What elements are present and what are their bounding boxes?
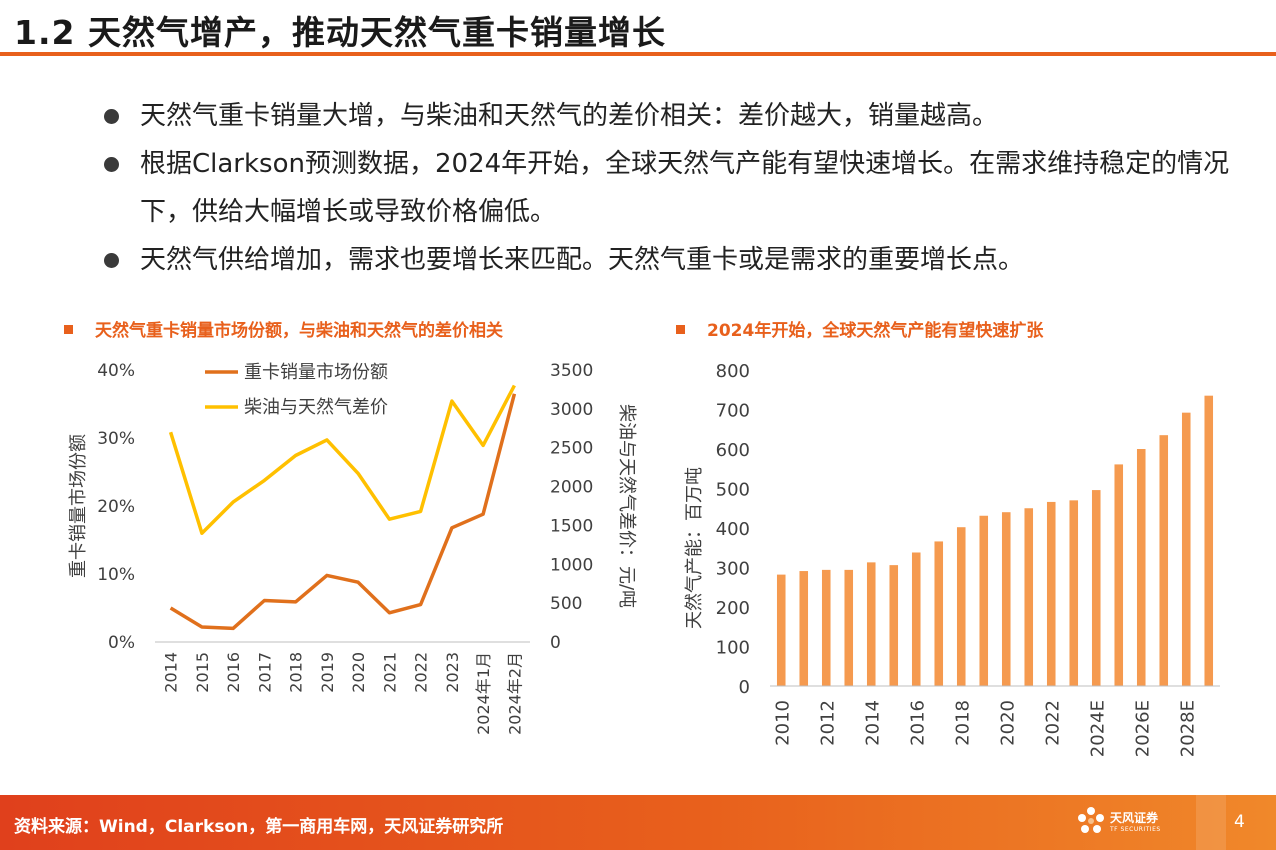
x-tick-label: 2018	[952, 700, 973, 746]
x-tick-label: 2012	[817, 700, 838, 746]
bar-2021	[1024, 508, 1034, 686]
x-tick-label: 2018	[287, 652, 306, 693]
bar-chart: 0 100 200 300 400 500 600 700 800 2010 2012 2014 201…	[684, 361, 1220, 757]
right-y-tick-label: 2000	[550, 478, 593, 498]
left-chart-heading-text: 天然气重卡销量市场份额，与柴油和天然气的差价相关	[95, 321, 503, 341]
right-y-tick-label: 2500	[550, 439, 593, 459]
left-y-tick-label: 40%	[97, 361, 135, 381]
x-tick-label: 2010	[772, 700, 793, 746]
right-y-tick-label: 500	[550, 594, 582, 614]
bullet-dot-icon	[104, 109, 119, 124]
bullet-text: 天然气供给增加，需求也要增长来匹配。天然气重卡或是需求的重要增长点。	[140, 245, 1025, 275]
series-line-1	[169, 393, 517, 631]
bullet-text: 天然气重卡销量大增，与柴油和天然气的差价相关：差价越大，销量越高。	[140, 101, 999, 131]
bar-2013	[844, 569, 854, 686]
x-tick-label: 2024年1月	[474, 652, 493, 735]
bar-2018	[956, 527, 966, 686]
right-y-tick-label: 1500	[550, 516, 593, 536]
logo-subtitle: TF SECURITIES	[1110, 826, 1161, 833]
bar-2023	[1069, 500, 1079, 686]
y-tick-label: 700	[716, 401, 750, 422]
right-chart-heading: 2024年开始，全球天然气产能有望快速扩张	[676, 316, 1043, 341]
bullet-dot-icon	[104, 157, 119, 172]
page-title: 1.2 天然气增产，推动天然气重卡销量增长	[14, 13, 666, 52]
x-tick-label: 2014	[162, 652, 181, 693]
bar-2022	[1046, 501, 1056, 686]
bar-2026E	[1136, 449, 1146, 686]
right-chart-heading-text: 2024年开始，全球天然气产能有望快速扩张	[707, 321, 1044, 341]
x-tick-label: 2026E	[1132, 700, 1153, 757]
bar-2017	[934, 541, 944, 686]
legend-label: 重卡销量市场份额	[244, 362, 388, 383]
left-y-tick-label: 10%	[97, 565, 135, 585]
x-tick-label: 2020	[349, 652, 368, 693]
y-tick-label: 600	[716, 440, 750, 461]
flower-logo-icon	[1078, 807, 1104, 833]
x-tick-label: 2028E	[1177, 700, 1198, 757]
bullet-item: 根据Clarkson预测数据，2024年开始，全球天然气产能有望快速增长。在需求…	[104, 140, 1244, 236]
bar-2016	[911, 552, 921, 686]
bar-2024E	[1091, 490, 1101, 686]
x-tick-label: 2020	[997, 700, 1018, 746]
right-y-tick-label: 3000	[550, 400, 593, 420]
left-y-tick-label: 30%	[97, 429, 135, 449]
bullet-item: 天然气重卡销量大增，与柴油和天然气的差价相关：差价越大，销量越高。	[104, 92, 1244, 140]
bullet-list: 天然气重卡销量大增，与柴油和天然气的差价相关：差价越大，销量越高。 根据Clar…	[104, 92, 1244, 284]
bar-2010	[776, 574, 786, 686]
title-divider	[0, 52, 1276, 56]
logo-name: 天风证券	[1110, 811, 1159, 825]
footer-bar: 资料来源：Wind，Clarkson，第一商用车网，天风证券研究所 天风证券 T…	[0, 795, 1276, 850]
x-tick-label: 2016	[224, 652, 243, 693]
bar-2014	[866, 562, 876, 686]
footer-decoration	[1196, 795, 1226, 850]
x-tick-label: 2024E	[1087, 700, 1108, 757]
square-bullet-icon	[64, 324, 73, 334]
y-tick-label: 200	[716, 598, 750, 619]
bar-2025E	[1114, 464, 1124, 686]
x-tick-label: 2021	[380, 652, 399, 693]
bar-2027E	[1159, 435, 1169, 686]
bar-2011	[799, 571, 809, 686]
right-y-axis-title: 柴油与天然气差价：元/吨	[616, 404, 637, 608]
x-tick-label: 2014	[862, 700, 883, 746]
square-bullet-icon	[676, 324, 685, 334]
bar-2020	[1001, 512, 1011, 686]
company-logo: 天风证券 TF SECURITIES	[1076, 805, 1176, 841]
bullet-dot-icon	[104, 253, 119, 268]
x-tick-label: 2022	[412, 652, 431, 693]
legend-label: 柴油与天然气差价	[244, 397, 388, 418]
series-line-2	[168, 384, 516, 535]
bar-2012	[821, 569, 831, 686]
x-tick-label: 2023	[443, 652, 462, 693]
right-y-tick-label: 0	[550, 633, 561, 653]
y-tick-label: 0	[739, 677, 750, 698]
left-chart-heading: 天然气重卡销量市场份额，与柴油和天然气的差价相关	[64, 316, 503, 341]
source-note: 资料来源：Wind，Clarkson，第一商用车网，天风证券研究所	[14, 817, 504, 837]
x-tick-label: 2017	[255, 652, 274, 693]
right-y-tick-label: 3500	[550, 361, 593, 381]
y-axis-title: 天然气产能：百万吨	[684, 467, 705, 629]
left-y-tick-label: 0%	[108, 633, 135, 653]
y-tick-label: 500	[716, 480, 750, 501]
y-tick-label: 800	[716, 361, 750, 382]
x-tick-label: 2024年2月	[505, 652, 524, 735]
line-chart: 0% 10% 20% 30% 40% 0 500 1000 1500 2000 2500 3000 35…	[68, 361, 637, 735]
right-y-tick-label: 1000	[550, 555, 593, 575]
bar-2028E	[1181, 412, 1191, 686]
page-number: 4	[1234, 812, 1245, 832]
x-tick-label: 2022	[1042, 700, 1063, 746]
x-tick-label: 2015	[193, 652, 212, 693]
bullet-text: 根据Clarkson预测数据，2024年开始，全球天然气产能有望快速增长。在需求…	[140, 149, 1230, 227]
y-tick-label: 100	[716, 638, 750, 659]
bar-2019	[979, 515, 989, 686]
bullet-item: 天然气供给增加，需求也要增长来匹配。天然气重卡或是需求的重要增长点。	[104, 236, 1244, 284]
left-y-tick-label: 20%	[97, 497, 135, 517]
y-tick-label: 400	[716, 519, 750, 540]
x-tick-label: 2016	[907, 700, 928, 746]
left-y-axis-title: 重卡销量市场份额	[68, 434, 89, 578]
bar-2029E	[1204, 395, 1214, 686]
y-tick-label: 300	[716, 559, 750, 580]
x-tick-label: 2019	[318, 652, 337, 693]
bar-2015	[889, 565, 899, 686]
